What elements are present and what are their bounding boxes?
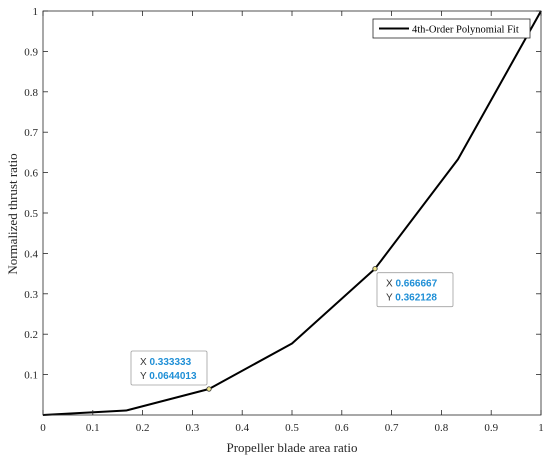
- datatips: X 0.333333 Y 0.0644013 X 0.666667 Y 0.36212…: [130, 266, 454, 392]
- datatip-x-row: X 0.666667: [386, 279, 438, 290]
- y-axis-label: Normalized thrust ratio: [5, 153, 20, 274]
- y-tick-label: 0.2: [24, 329, 38, 341]
- x-tick-label: 1: [538, 422, 544, 434]
- legend: 4th-Order Polynomial Fit: [372, 18, 531, 39]
- x-tick-label: 0.8: [435, 422, 449, 434]
- datatip-y-row: Y 0.0644013: [140, 371, 197, 382]
- x-tick-label: 0.7: [385, 422, 399, 434]
- legend-box: [372, 18, 531, 39]
- y-tick-label: 0.3: [24, 289, 38, 301]
- x-tick-label: 0.2: [136, 422, 150, 434]
- x-tick-label: 0.6: [335, 422, 349, 434]
- y-tick-label: 0.9: [24, 46, 38, 58]
- datatip-box: [130, 350, 208, 386]
- x-tick-label: 0.3: [186, 422, 200, 434]
- tick-labels: 0 0.1 0.2 0.3 0.4 0.5 0.6 0.7 0.8 0.9 1 0.1 0.2 0.3 0.…: [24, 6, 544, 434]
- x-tick-label: 0.5: [285, 422, 299, 434]
- datatip-x-row: X 0.333333: [140, 357, 192, 368]
- axes-layer: [42, 10, 542, 416]
- datatip-box: [376, 272, 454, 308]
- y-tick-label: 0.5: [24, 208, 38, 220]
- x-tick-label: 0: [40, 422, 46, 434]
- x-tick-label: 0.9: [484, 422, 498, 434]
- x-tick-label: 0.4: [235, 422, 249, 434]
- y-tick-label: 0.8: [24, 87, 38, 99]
- series-line: [42, 10, 542, 416]
- plot-background: [43, 11, 541, 415]
- x-tick-label: 0.1: [86, 422, 100, 434]
- y-tick-label: 0.7: [24, 127, 38, 139]
- plot-area: [43, 11, 541, 415]
- y-tick-label: 0.6: [24, 168, 38, 180]
- y-tick-label: 0.4: [24, 248, 38, 260]
- y-tick-label: 1: [33, 6, 39, 18]
- series-layer: [42, 10, 542, 416]
- datatip: X 0.333333 Y 0.0644013: [130, 350, 212, 392]
- datatip-y-row: Y 0.362128: [386, 293, 437, 304]
- datatip-marker: [372, 266, 378, 272]
- legend-label: 4th-Order Polynomial Fit: [412, 25, 519, 36]
- datatip: X 0.666667 Y 0.362128: [372, 266, 454, 308]
- y-tick-label: 0.1: [24, 370, 38, 382]
- x-axis-label: Propeller blade area ratio: [226, 440, 357, 455]
- datatip-marker: [206, 386, 212, 392]
